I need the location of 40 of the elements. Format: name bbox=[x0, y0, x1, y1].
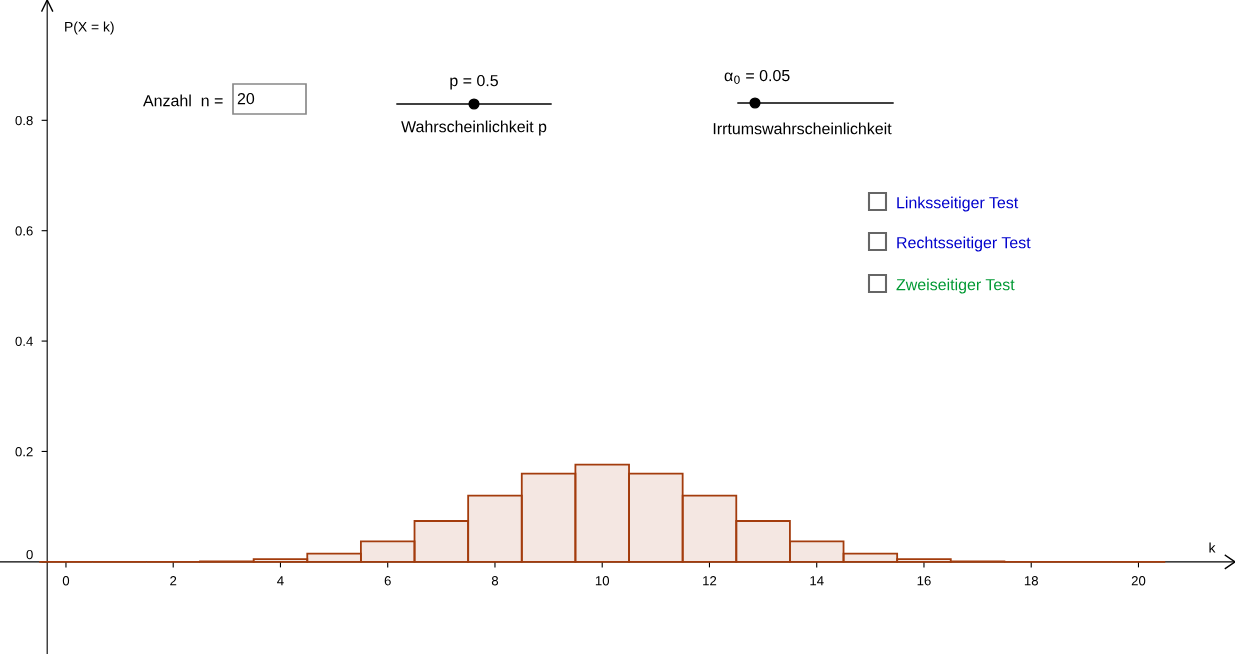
annotation: α$_{0}$ = 0.05 bbox=[724, 69, 790, 84]
annotation: Linksseitiger Test bbox=[897, 196, 1019, 212]
bar bbox=[359, 540, 416, 563]
annotation: 20 bbox=[237, 92, 255, 105]
bar bbox=[467, 494, 523, 563]
x-tick-label: 12 bbox=[703, 576, 717, 586]
annotation: Irrtumswahrscheinlichkeit bbox=[713, 122, 892, 135]
bar bbox=[413, 520, 470, 563]
x-tick-label: 4 bbox=[277, 576, 284, 586]
bar bbox=[789, 540, 845, 563]
bar bbox=[520, 472, 577, 563]
annotation: Rechtsseitiger Test bbox=[897, 236, 1031, 252]
bar bbox=[896, 558, 952, 563]
x-axis-title: k bbox=[1209, 542, 1216, 553]
x-tick-label: 14 bbox=[810, 576, 824, 586]
x-tick-label: 6 bbox=[384, 576, 391, 586]
x-tick-label: 20 bbox=[1131, 576, 1146, 586]
annotation: p = 0.5 bbox=[450, 74, 498, 90]
bar bbox=[574, 463, 630, 563]
x-tick-label: 18 bbox=[1024, 576, 1038, 586]
bar bbox=[735, 520, 791, 563]
bar bbox=[842, 552, 899, 563]
x-tick-label: 16 bbox=[917, 576, 931, 586]
x-tick-label: 10 bbox=[595, 576, 610, 586]
y-tick-label: 0 bbox=[26, 549, 33, 560]
x-tick-label: 2 bbox=[170, 576, 177, 586]
bar bbox=[681, 494, 738, 563]
annotation: Wahrscheinlichkeit p bbox=[401, 120, 547, 136]
x-tick-label: 0 bbox=[62, 576, 70, 586]
x-tick-label: 8 bbox=[491, 576, 499, 586]
bar bbox=[252, 558, 309, 563]
y-tick-label: 0.2 bbox=[15, 447, 33, 457]
annotation: Zweiseitiger Test bbox=[896, 278, 1015, 294]
y-tick-label: 0.6 bbox=[15, 226, 33, 236]
annotation: Anzahl n = bbox=[143, 94, 223, 107]
bar bbox=[306, 552, 362, 563]
y-tick-label: 0.8 bbox=[15, 115, 33, 126]
y-tick-label: 0.4 bbox=[15, 336, 33, 346]
bar bbox=[628, 472, 684, 563]
y-axis-title: P(X = k) bbox=[65, 21, 114, 35]
